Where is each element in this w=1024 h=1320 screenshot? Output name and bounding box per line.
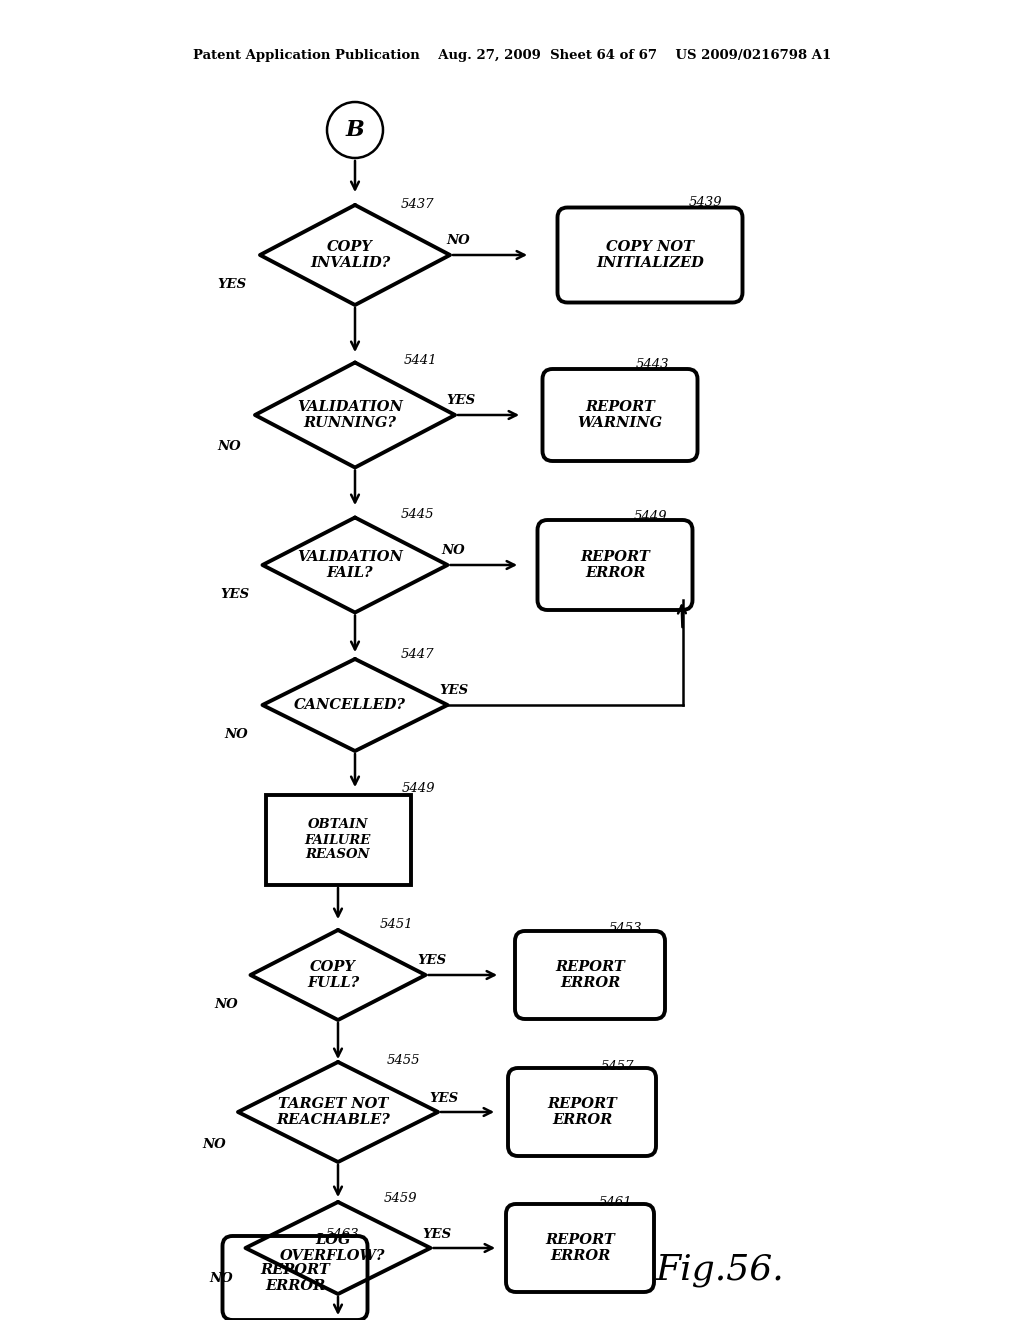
Text: REPORT
ERROR: REPORT ERROR	[555, 960, 625, 990]
Text: 5439: 5439	[688, 197, 722, 210]
Text: VALIDATION
FAIL?: VALIDATION FAIL?	[297, 550, 402, 579]
Text: COPY
FULL?: COPY FULL?	[307, 960, 359, 990]
Text: NO: NO	[224, 729, 248, 742]
Text: COPY NOT
INITIALIZED: COPY NOT INITIALIZED	[596, 240, 703, 271]
FancyBboxPatch shape	[506, 1204, 654, 1292]
Text: 5461: 5461	[598, 1196, 632, 1209]
Text: YES: YES	[429, 1092, 459, 1105]
Text: YES: YES	[422, 1228, 452, 1241]
Text: REPORT
ERROR: REPORT ERROR	[260, 1263, 330, 1294]
Text: 5457: 5457	[600, 1060, 634, 1072]
Text: YES: YES	[439, 685, 468, 697]
Text: REPORT
ERROR: REPORT ERROR	[581, 550, 650, 579]
FancyBboxPatch shape	[543, 370, 697, 461]
Text: COPY
INVALID?: COPY INVALID?	[310, 240, 390, 271]
Text: Fig.56.: Fig.56.	[655, 1253, 784, 1287]
Text: NO: NO	[202, 1138, 226, 1151]
Text: 5451: 5451	[379, 919, 413, 932]
Text: 5459: 5459	[383, 1192, 417, 1204]
Text: NO: NO	[441, 544, 465, 557]
Text: VALIDATION
RUNNING?: VALIDATION RUNNING?	[297, 400, 402, 430]
Text: OBTAIN
FAILURE
REASON: OBTAIN FAILURE REASON	[305, 818, 371, 862]
FancyBboxPatch shape	[557, 207, 742, 302]
Text: 5443: 5443	[635, 359, 669, 371]
Text: REPORT
ERROR: REPORT ERROR	[547, 1097, 616, 1127]
Ellipse shape	[327, 102, 383, 158]
Text: CANCELLED?: CANCELLED?	[294, 698, 406, 711]
FancyBboxPatch shape	[222, 1236, 368, 1320]
Text: 5463: 5463	[326, 1228, 358, 1241]
Text: 5455: 5455	[386, 1053, 420, 1067]
Text: Patent Application Publication    Aug. 27, 2009  Sheet 64 of 67    US 2009/02167: Patent Application Publication Aug. 27, …	[193, 49, 831, 62]
Text: 5449: 5449	[401, 781, 435, 795]
Text: B: B	[346, 119, 365, 141]
Text: NO: NO	[215, 998, 239, 1011]
Text: REPORT
WARNING: REPORT WARNING	[578, 400, 663, 430]
FancyBboxPatch shape	[538, 520, 692, 610]
Text: LOG
OVERFLOW?: LOG OVERFLOW?	[281, 1233, 386, 1263]
Bar	[265, 795, 411, 884]
Text: YES: YES	[220, 589, 249, 602]
Text: YES: YES	[417, 954, 446, 968]
Text: TARGET NOT
REACHABLE?: TARGET NOT REACHABLE?	[276, 1097, 390, 1127]
Text: YES: YES	[446, 395, 475, 408]
Text: 5449: 5449	[633, 511, 667, 524]
Text: NO: NO	[217, 441, 241, 454]
Text: 5437: 5437	[400, 198, 434, 211]
Text: 5445: 5445	[400, 508, 434, 521]
Text: NO: NO	[446, 235, 470, 248]
Text: NO: NO	[210, 1271, 233, 1284]
Text: REPORT
ERROR: REPORT ERROR	[545, 1233, 614, 1263]
FancyBboxPatch shape	[515, 931, 665, 1019]
Text: 5447: 5447	[400, 648, 434, 661]
Text: 5453: 5453	[608, 923, 642, 936]
FancyBboxPatch shape	[508, 1068, 656, 1156]
Text: 5441: 5441	[403, 355, 437, 367]
Text: YES: YES	[217, 279, 247, 292]
